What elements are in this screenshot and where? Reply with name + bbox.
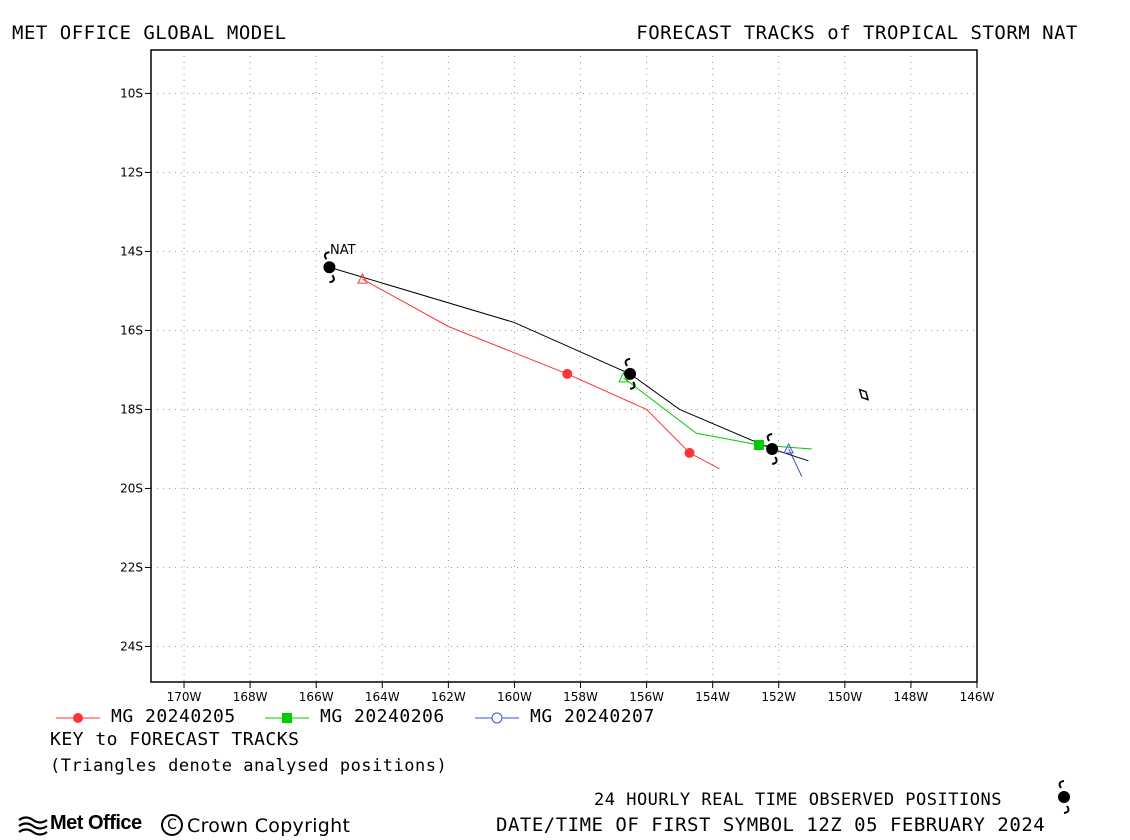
lon-tick-label: 150W (827, 690, 862, 704)
track-layer (329, 266, 870, 477)
observed-track (329, 266, 809, 462)
legend-label-0: MG 20240205 (111, 706, 236, 727)
first-symbol-datetime: DATE/TIME OF FIRST SYMBOL 12Z 05 FEBRUAR… (496, 814, 1046, 836)
storm-arm (624, 357, 631, 367)
lon-tick-label: 160W (497, 690, 532, 704)
storm-arm (771, 456, 778, 465)
forecast-point-0 (684, 447, 695, 458)
lon-tick-label: 156W (629, 690, 664, 704)
map-frame (150, 49, 978, 683)
lat-tick-label: 20S (120, 481, 143, 495)
storm-name-label: NAT (330, 243, 356, 258)
storm-core (766, 442, 779, 455)
analysis-triangle-0 (357, 272, 368, 284)
title-left: MET OFFICE GLOBAL MODEL (12, 22, 287, 44)
lat-tick-label: 16S (120, 323, 143, 337)
storm-core (624, 367, 637, 380)
met-office-logo-icon (18, 816, 48, 836)
lon-tick-label: 164W (365, 690, 400, 704)
storm-core (323, 261, 336, 274)
island-outline (858, 388, 870, 401)
legend-item-2: MG 20240207 (475, 706, 735, 730)
lon-tick-label: 158W (563, 690, 598, 704)
storm-symbol-icon (1058, 780, 1070, 814)
storm-arm (629, 381, 636, 390)
observed-positions-label: 24 HOURLY REAL TIME OBSERVED POSITIONS (594, 790, 1002, 810)
forecast-point-1 (753, 440, 764, 450)
lat-tick-label: 22S (120, 560, 143, 574)
lon-tick-label: 146W (960, 690, 995, 704)
observed-storm-symbol (323, 251, 336, 284)
storm-arm (766, 432, 773, 442)
lon-tick-label: 170W (167, 690, 202, 704)
legend-item-1: MG 20240206 (265, 706, 525, 730)
symbol-layer (323, 251, 794, 465)
lon-tick-label: 154W (695, 690, 730, 704)
legend-swatch-1 (265, 713, 309, 723)
forecast-track-0 (362, 278, 720, 470)
legend-label-2: MG 20240207 (530, 706, 655, 727)
forecast-track-2 (788, 448, 803, 477)
met-office-logo-text: Met Office (50, 812, 142, 834)
lat-tick-label: 12S (120, 165, 143, 179)
forecast-point-0 (562, 368, 573, 379)
lon-tick-label: 162W (431, 690, 466, 704)
copyright-symbol: C (161, 814, 183, 836)
lon-tick-label: 148W (894, 690, 929, 704)
legend-swatch-0 (56, 713, 100, 723)
lat-tick-label: 18S (120, 402, 143, 416)
storm-arm (329, 274, 335, 284)
legend-item-0: MG 20240205 (56, 706, 316, 730)
grid-lines (151, 50, 978, 682)
legend-label-1: MG 20240206 (320, 706, 445, 727)
key-note: (Triangles denote analysed positions) (50, 756, 448, 776)
axis-ticks: 170W 168W 166W 164W 162W 160W 158W 156W 154W 152W… (120, 86, 994, 704)
lat-tick-label: 14S (120, 244, 143, 258)
lon-tick-label: 168W (233, 690, 268, 704)
analysis-triangle-2 (783, 442, 794, 454)
lat-tick-label: 24S (120, 639, 143, 653)
observed-storm-symbol (624, 357, 637, 390)
lon-tick-label: 166W (299, 690, 334, 704)
forecast-track-1 (623, 377, 812, 450)
met-office-logo: Met Office (18, 812, 142, 838)
lat-tick-label: 10S (120, 86, 143, 100)
title-right: FORECAST TRACKS of TROPICAL STORM NAT (636, 22, 1078, 44)
lon-tick-label: 152W (761, 690, 796, 704)
legend-swatch-2 (475, 712, 519, 724)
copyright-text: Crown Copyright (187, 815, 351, 837)
storm-arm (323, 251, 330, 260)
observed-storm-symbol (766, 432, 779, 465)
key-title: KEY to FORECAST TRACKS (50, 729, 300, 750)
